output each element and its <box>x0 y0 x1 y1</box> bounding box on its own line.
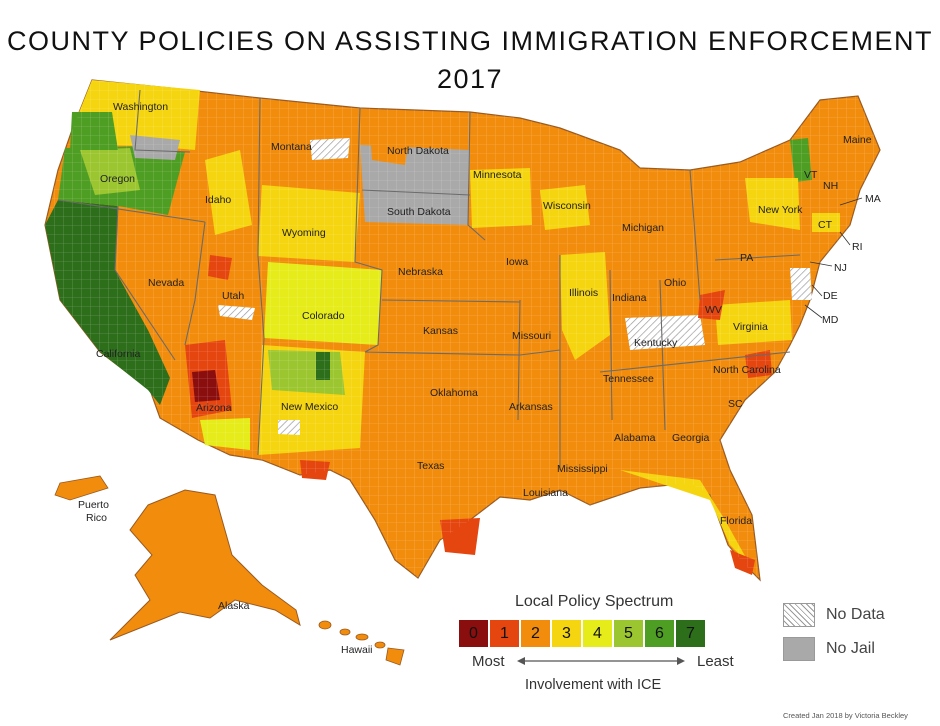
label-sc: SC <box>728 398 743 410</box>
label-puerto-rico-2: Rico <box>86 512 108 524</box>
legend-swatch-6: 6 <box>645 620 674 647</box>
legend-most: Most <box>472 653 505 670</box>
legend-swatch-7: 7 <box>676 620 705 647</box>
legend-swatch-3: 3 <box>552 620 581 647</box>
label-kansas: Kansas <box>423 325 459 337</box>
label-mississippi: Mississippi <box>557 463 608 475</box>
florida-yellow <box>620 470 750 565</box>
label-texas: Texas <box>417 460 445 472</box>
label-north-carolina: North Carolina <box>713 364 781 376</box>
label-ma: MA <box>865 193 881 205</box>
no-data-label: No Data <box>826 606 885 623</box>
puerto-rico <box>54 475 109 501</box>
no-jail-label: No Jail <box>826 640 875 657</box>
label-nj: NJ <box>834 262 847 274</box>
label-hawaii: Hawaii <box>341 644 373 656</box>
label-washington: Washington <box>113 101 169 113</box>
label-illinois: Illinois <box>569 287 599 299</box>
title-line-1: COUNTY POLICIES ON ASSISTING IMMIGRATION… <box>6 26 934 56</box>
label-wisconsin: Wisconsin <box>543 200 591 212</box>
label-indiana: Indiana <box>612 292 647 304</box>
state-boundaries <box>57 89 801 470</box>
alaska <box>109 489 301 641</box>
label-virginia: Virginia <box>733 321 768 333</box>
label-iowa: Iowa <box>506 256 529 268</box>
label-puerto-rico-1: Puerto <box>78 499 109 511</box>
label-utah: Utah <box>222 290 245 302</box>
label-ohio: Ohio <box>664 277 687 289</box>
legend-title: Local Policy Spectrum <box>515 593 674 610</box>
no-data-swatch <box>783 603 815 627</box>
label-alabama: Alabama <box>614 432 656 444</box>
label-md: MD <box>822 314 839 326</box>
label-new-mexico: New Mexico <box>281 401 339 413</box>
label-louisiana: Louisiana <box>523 487 568 499</box>
legend-swatch-4: 4 <box>583 620 612 647</box>
label-nebraska: Nebraska <box>398 266 443 278</box>
legend-axis-label: Involvement with ICE <box>525 677 662 693</box>
label-south-dakota: South Dakota <box>387 206 451 218</box>
hawaii <box>318 620 405 666</box>
label-oregon: Oregon <box>100 173 136 185</box>
label-oklahoma: Oklahoma <box>430 387 478 399</box>
label-pa: PA <box>740 252 754 264</box>
legend-swatch-1: 1 <box>490 620 519 647</box>
label-idaho: Idaho <box>205 194 232 206</box>
label-arkansas: Arkansas <box>509 401 553 413</box>
label-ri: RI <box>852 241 863 253</box>
label-michigan: Michigan <box>622 222 665 234</box>
legend-swatch-0: 0 <box>459 620 488 647</box>
label-colorado: Colorado <box>302 310 345 322</box>
title-line-2: 2017 <box>436 64 504 94</box>
label-new-york: New York <box>758 204 803 216</box>
label-nevada: Nevada <box>148 277 185 289</box>
label-kentucky: Kentucky <box>634 337 678 349</box>
label-tennessee: Tennessee <box>603 373 654 385</box>
label-arizona: Arizona <box>196 402 232 414</box>
credit: Created Jan 2018 by Victoria Beckley <box>783 711 908 720</box>
label-alaska: Alaska <box>218 600 250 612</box>
label-ct: CT <box>818 219 832 231</box>
label-maine: Maine <box>843 134 872 146</box>
label-montana: Montana <box>271 141 312 153</box>
label-missouri: Missouri <box>512 330 552 342</box>
label-wv: WV <box>705 304 722 316</box>
label-wyoming: Wyoming <box>282 227 326 239</box>
no-jail-swatch <box>783 637 815 661</box>
legend-swatch-5: 5 <box>614 620 643 647</box>
legend-arrow <box>517 657 685 665</box>
label-north-dakota: North Dakota <box>387 145 449 157</box>
map-title: COUNTY POLICIES ON ASSISTING IMMIGRATION… <box>0 22 940 98</box>
label-de: DE <box>823 290 838 302</box>
label-nh: NH <box>823 180 839 192</box>
legend-swatch-2: 2 <box>521 620 550 647</box>
label-florida: Florida <box>720 515 753 527</box>
legend-least: Least <box>697 653 734 670</box>
label-california: California <box>96 348 141 360</box>
label-minnesota: Minnesota <box>473 169 522 181</box>
label-vt: VT <box>804 169 818 181</box>
label-georgia: Georgia <box>672 432 710 444</box>
callout-lines <box>804 197 863 319</box>
